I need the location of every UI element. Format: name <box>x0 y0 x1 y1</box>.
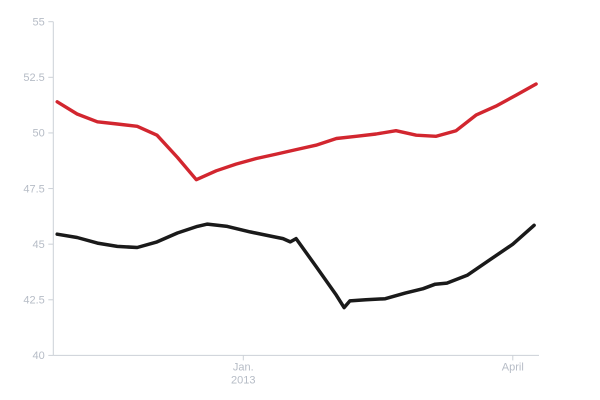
black-line-series <box>55 222 536 310</box>
y-tick-label: 47.5 <box>23 183 44 195</box>
y-tick-label: 40 <box>33 350 45 362</box>
y-tick-label: 52.5 <box>23 72 44 84</box>
y-tick-label: 55 <box>33 17 45 29</box>
red-line-series <box>55 82 538 182</box>
x-tick-label: Jan. <box>233 361 254 373</box>
y-tick-label: 42.5 <box>23 295 44 307</box>
x-tick-label: April <box>502 361 524 373</box>
y-tick-label: 45 <box>33 239 45 251</box>
y-tick-label: 50 <box>33 128 45 140</box>
x-tick-sublabel: 2013 <box>231 374 255 386</box>
